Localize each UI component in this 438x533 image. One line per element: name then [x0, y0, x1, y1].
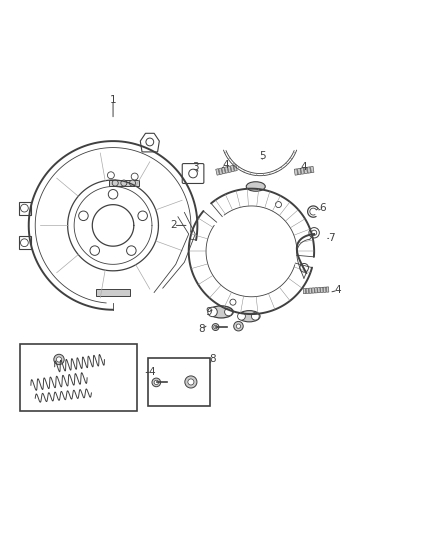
Circle shape [112, 180, 118, 186]
Polygon shape [19, 201, 31, 215]
Ellipse shape [209, 306, 233, 318]
Text: 4: 4 [222, 160, 229, 170]
Polygon shape [312, 288, 314, 293]
Circle shape [251, 312, 259, 320]
Circle shape [225, 308, 233, 316]
Bar [20, 344, 137, 411]
Text: 9: 9 [205, 307, 212, 317]
FancyBboxPatch shape [182, 164, 204, 183]
Ellipse shape [208, 307, 217, 317]
Ellipse shape [57, 357, 62, 362]
Circle shape [189, 169, 198, 178]
Polygon shape [309, 288, 311, 293]
Polygon shape [301, 168, 304, 174]
Circle shape [236, 324, 240, 328]
Text: 1: 1 [110, 95, 117, 105]
Polygon shape [219, 168, 223, 174]
Circle shape [311, 230, 317, 236]
Ellipse shape [238, 311, 260, 322]
Circle shape [185, 376, 197, 388]
Polygon shape [225, 167, 228, 173]
Text: 4: 4 [300, 162, 307, 172]
Polygon shape [222, 167, 226, 174]
Polygon shape [294, 169, 298, 175]
Polygon shape [321, 287, 323, 293]
Bar [96, 289, 131, 296]
Polygon shape [314, 288, 318, 293]
Polygon shape [109, 180, 139, 187]
Circle shape [300, 263, 308, 272]
Text: 7: 7 [328, 233, 335, 244]
Text: 5: 5 [259, 151, 265, 161]
Circle shape [214, 325, 217, 329]
Polygon shape [233, 165, 237, 171]
Circle shape [152, 378, 161, 387]
Polygon shape [19, 236, 31, 249]
Circle shape [130, 180, 135, 186]
Polygon shape [230, 165, 234, 172]
Polygon shape [306, 288, 309, 294]
Bar [148, 358, 210, 406]
Text: 8: 8 [209, 354, 216, 365]
Text: 8: 8 [198, 324, 205, 334]
Polygon shape [326, 287, 329, 292]
Circle shape [121, 180, 127, 186]
Polygon shape [140, 133, 159, 152]
Polygon shape [228, 166, 231, 173]
Polygon shape [323, 287, 326, 293]
Ellipse shape [246, 182, 265, 191]
Text: 4: 4 [148, 367, 155, 377]
Polygon shape [304, 167, 307, 174]
Polygon shape [216, 169, 219, 175]
Circle shape [212, 324, 219, 330]
Circle shape [188, 379, 194, 385]
Text: 6: 6 [319, 203, 326, 213]
Polygon shape [307, 167, 311, 173]
Polygon shape [297, 168, 301, 175]
Text: 4: 4 [335, 285, 341, 295]
Ellipse shape [237, 312, 245, 320]
Polygon shape [303, 288, 306, 294]
Polygon shape [311, 166, 314, 173]
Ellipse shape [54, 354, 64, 365]
Circle shape [234, 321, 243, 331]
Polygon shape [318, 287, 320, 293]
Text: 2: 2 [170, 221, 177, 230]
Text: 3: 3 [192, 162, 198, 172]
Circle shape [154, 380, 159, 384]
Circle shape [309, 228, 319, 238]
